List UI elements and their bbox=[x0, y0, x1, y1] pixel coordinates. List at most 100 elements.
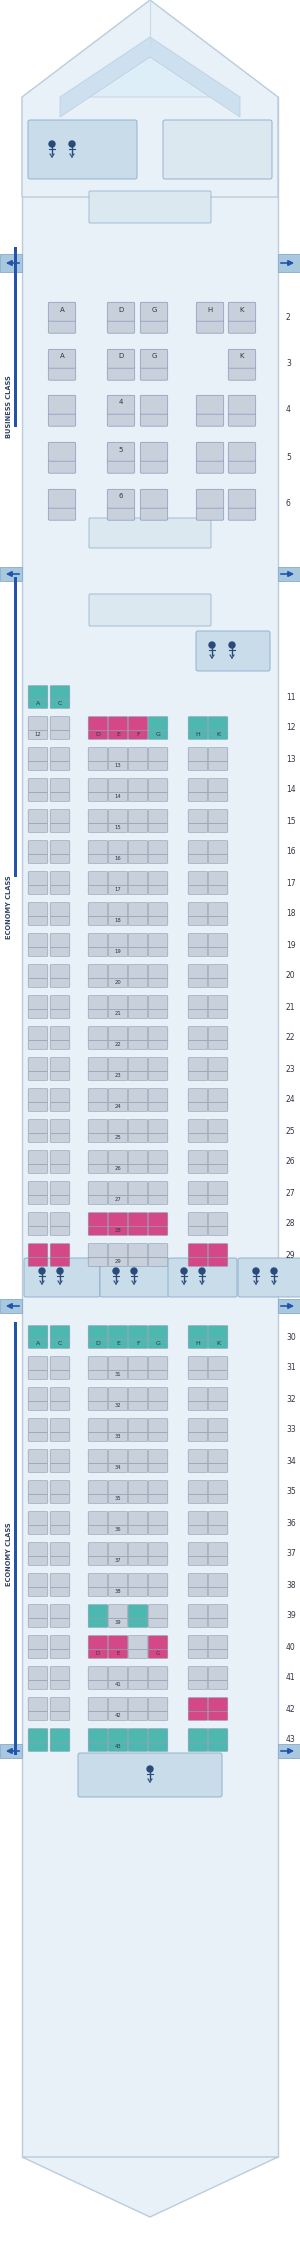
Text: 37: 37 bbox=[286, 1551, 296, 1560]
Text: 43: 43 bbox=[286, 1736, 296, 1745]
FancyBboxPatch shape bbox=[107, 442, 135, 460]
FancyBboxPatch shape bbox=[28, 1257, 48, 1266]
Bar bbox=[14, 612, 17, 636]
FancyBboxPatch shape bbox=[50, 1325, 70, 1338]
FancyBboxPatch shape bbox=[208, 1196, 228, 1205]
FancyBboxPatch shape bbox=[188, 792, 208, 801]
FancyBboxPatch shape bbox=[50, 1402, 70, 1411]
FancyBboxPatch shape bbox=[208, 1151, 228, 1165]
FancyBboxPatch shape bbox=[50, 761, 70, 770]
FancyBboxPatch shape bbox=[28, 1666, 48, 1681]
FancyBboxPatch shape bbox=[50, 1618, 70, 1627]
Text: ECONOMY CLASS: ECONOMY CLASS bbox=[6, 876, 12, 939]
FancyBboxPatch shape bbox=[108, 731, 128, 740]
FancyBboxPatch shape bbox=[188, 1650, 208, 1659]
FancyBboxPatch shape bbox=[148, 1587, 168, 1596]
FancyBboxPatch shape bbox=[28, 1165, 48, 1174]
FancyBboxPatch shape bbox=[188, 1183, 208, 1196]
FancyBboxPatch shape bbox=[107, 490, 135, 508]
FancyBboxPatch shape bbox=[108, 824, 128, 833]
FancyBboxPatch shape bbox=[48, 350, 76, 368]
FancyBboxPatch shape bbox=[28, 1244, 48, 1257]
FancyBboxPatch shape bbox=[50, 1059, 70, 1072]
FancyBboxPatch shape bbox=[108, 1605, 128, 1618]
Text: G: G bbox=[151, 354, 157, 359]
FancyBboxPatch shape bbox=[128, 810, 148, 824]
FancyBboxPatch shape bbox=[148, 731, 168, 740]
FancyBboxPatch shape bbox=[148, 1544, 168, 1557]
FancyBboxPatch shape bbox=[188, 747, 208, 761]
FancyBboxPatch shape bbox=[88, 1433, 108, 1442]
FancyBboxPatch shape bbox=[208, 1341, 228, 1347]
FancyBboxPatch shape bbox=[88, 916, 108, 925]
FancyBboxPatch shape bbox=[28, 1697, 48, 1711]
FancyBboxPatch shape bbox=[50, 1420, 70, 1433]
Text: 6: 6 bbox=[119, 494, 123, 499]
FancyBboxPatch shape bbox=[107, 320, 135, 334]
FancyBboxPatch shape bbox=[128, 1104, 148, 1110]
FancyBboxPatch shape bbox=[50, 1587, 70, 1596]
FancyBboxPatch shape bbox=[208, 1165, 228, 1174]
Bar bbox=[0, 1745, 22, 1758]
FancyBboxPatch shape bbox=[128, 995, 148, 1009]
FancyBboxPatch shape bbox=[108, 980, 128, 986]
FancyBboxPatch shape bbox=[128, 840, 148, 855]
FancyBboxPatch shape bbox=[107, 368, 135, 379]
FancyBboxPatch shape bbox=[108, 916, 128, 925]
FancyBboxPatch shape bbox=[208, 1119, 228, 1133]
Text: K: K bbox=[216, 734, 220, 738]
FancyBboxPatch shape bbox=[88, 1104, 108, 1110]
FancyBboxPatch shape bbox=[188, 1666, 208, 1681]
FancyBboxPatch shape bbox=[108, 1027, 128, 1040]
FancyBboxPatch shape bbox=[28, 718, 48, 731]
FancyBboxPatch shape bbox=[208, 1650, 228, 1659]
FancyBboxPatch shape bbox=[108, 1196, 128, 1205]
FancyBboxPatch shape bbox=[148, 840, 168, 855]
Text: 14: 14 bbox=[286, 785, 296, 794]
FancyBboxPatch shape bbox=[108, 1587, 128, 1596]
FancyBboxPatch shape bbox=[163, 120, 272, 178]
FancyBboxPatch shape bbox=[48, 368, 76, 379]
FancyBboxPatch shape bbox=[128, 948, 148, 957]
Text: 42: 42 bbox=[286, 1704, 296, 1713]
Text: 22: 22 bbox=[286, 1034, 296, 1043]
FancyBboxPatch shape bbox=[128, 1433, 148, 1442]
FancyBboxPatch shape bbox=[188, 1072, 208, 1081]
FancyBboxPatch shape bbox=[28, 810, 48, 824]
FancyBboxPatch shape bbox=[208, 1356, 228, 1370]
FancyBboxPatch shape bbox=[208, 1605, 228, 1618]
FancyBboxPatch shape bbox=[108, 1526, 128, 1535]
FancyBboxPatch shape bbox=[128, 1341, 148, 1347]
FancyBboxPatch shape bbox=[128, 1650, 148, 1659]
FancyBboxPatch shape bbox=[128, 916, 148, 925]
FancyBboxPatch shape bbox=[88, 1512, 108, 1526]
Bar bbox=[14, 1323, 17, 1756]
FancyBboxPatch shape bbox=[148, 871, 168, 885]
FancyBboxPatch shape bbox=[88, 1059, 108, 1072]
Circle shape bbox=[147, 1765, 153, 1772]
FancyBboxPatch shape bbox=[128, 1666, 148, 1681]
FancyBboxPatch shape bbox=[148, 1605, 168, 1618]
FancyBboxPatch shape bbox=[128, 934, 148, 948]
FancyBboxPatch shape bbox=[148, 1183, 168, 1196]
FancyBboxPatch shape bbox=[208, 934, 228, 948]
FancyBboxPatch shape bbox=[148, 1104, 168, 1110]
FancyBboxPatch shape bbox=[28, 995, 48, 1009]
FancyBboxPatch shape bbox=[28, 120, 137, 178]
Circle shape bbox=[271, 1268, 277, 1273]
FancyBboxPatch shape bbox=[50, 1196, 70, 1205]
FancyBboxPatch shape bbox=[148, 1059, 168, 1072]
FancyBboxPatch shape bbox=[50, 686, 70, 700]
Text: 16: 16 bbox=[115, 855, 122, 862]
FancyBboxPatch shape bbox=[108, 840, 128, 855]
FancyBboxPatch shape bbox=[148, 1557, 168, 1566]
FancyBboxPatch shape bbox=[188, 1104, 208, 1110]
FancyBboxPatch shape bbox=[88, 1027, 108, 1040]
Text: 4: 4 bbox=[119, 399, 123, 406]
FancyBboxPatch shape bbox=[188, 1133, 208, 1142]
FancyBboxPatch shape bbox=[50, 824, 70, 833]
FancyBboxPatch shape bbox=[28, 855, 48, 862]
FancyBboxPatch shape bbox=[148, 1512, 168, 1526]
Text: 31: 31 bbox=[286, 1363, 296, 1372]
Text: 31: 31 bbox=[115, 1372, 121, 1377]
